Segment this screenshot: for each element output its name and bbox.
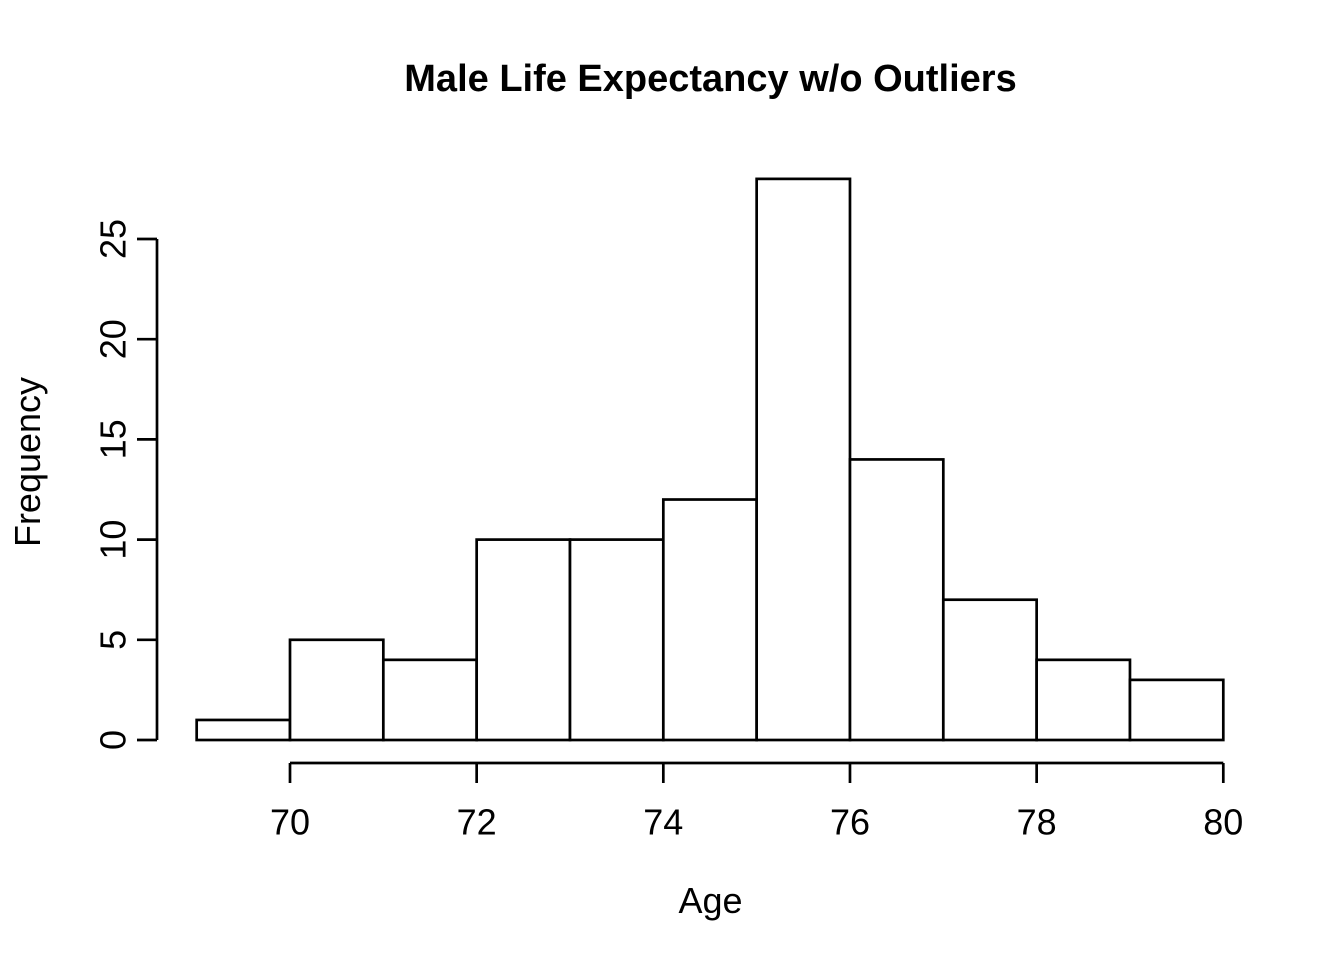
histogram-bar: [1035, 658, 1132, 742]
y-axis-label: Frequency: [7, 376, 48, 548]
y-tick-label: 10: [93, 520, 134, 560]
x-tick-label: 74: [643, 802, 683, 843]
x-tick-label: 78: [1017, 802, 1057, 843]
histogram-bar: [475, 538, 572, 742]
x-axis-label: Age: [678, 880, 743, 921]
histogram-bar: [288, 638, 385, 742]
y-tick-label: 25: [93, 219, 134, 259]
x-tick-label: 70: [270, 802, 310, 843]
histogram-bar: [381, 658, 479, 742]
histogram-bar: [661, 498, 759, 742]
histogram-bar: [941, 598, 1038, 742]
histogram-bar: [195, 718, 292, 742]
x-tick-label: 76: [830, 802, 870, 843]
histogram-bar: [1128, 678, 1225, 742]
histogram-bar: [848, 458, 945, 742]
x-tick-label: 80: [1203, 802, 1243, 843]
y-tick-label: 20: [93, 319, 134, 359]
y-tick-label: 15: [93, 419, 134, 459]
x-tick-label: 72: [457, 802, 497, 843]
histogram-bar: [568, 538, 665, 742]
chart-title: Male Life Expectancy w/o Outliers: [404, 58, 1017, 100]
histogram-bar: [755, 177, 852, 742]
y-tick-label: 0: [93, 730, 134, 750]
y-tick-label: 5: [93, 630, 134, 650]
